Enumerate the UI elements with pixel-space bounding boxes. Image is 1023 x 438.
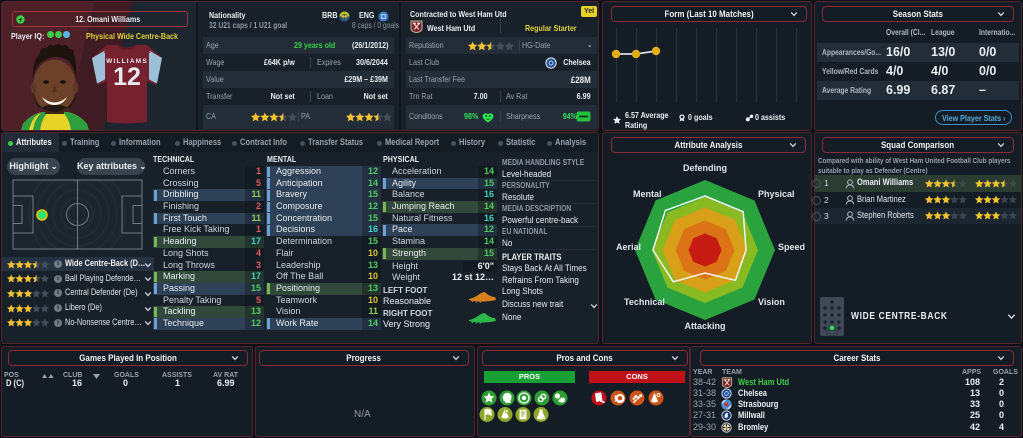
svg-text:12: 12	[113, 63, 141, 91]
svg-text:WILLIAMS: WILLIAMS	[106, 58, 148, 65]
svg-text:!: !	[614, 395, 617, 404]
